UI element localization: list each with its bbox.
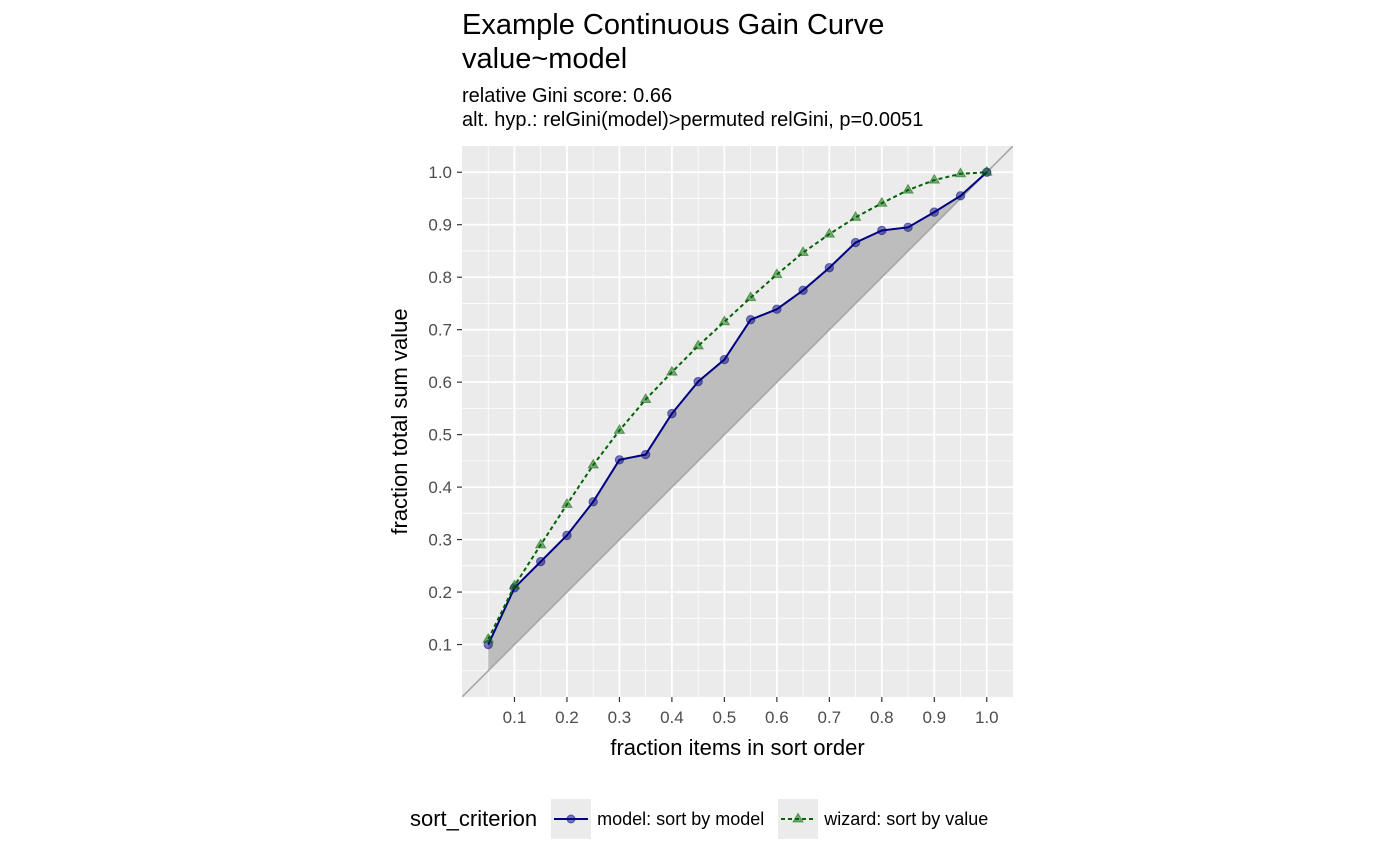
point-model [903,222,913,233]
x-axis-title: fraction items in sort order [610,735,864,760]
point-model [824,263,835,273]
chart-title: Example Continuous Gain Curve [462,9,885,41]
x-tick-label: 0.3 [608,708,632,727]
point-model [955,191,966,201]
point-wizard [744,291,757,302]
diagonal-reference-line [462,146,1013,697]
series-layer [482,165,993,650]
y-axis-title: fraction total sum value [387,308,412,534]
y-tick-label: 0.4 [428,478,452,497]
point-wizard [613,423,626,434]
x-tick-label: 0.7 [818,708,842,727]
point-wizard [666,365,678,376]
point-model [693,376,703,387]
legend-item-wizard: wizard: sort by value [778,799,988,839]
point-model [877,225,887,236]
point-model [745,314,756,325]
point-wizard [482,632,495,643]
point-wizard [823,227,836,238]
point-wizard [508,579,521,590]
x-tick-label: 0.4 [660,708,684,727]
point-model [562,530,572,541]
point-wizard [902,183,914,194]
point-wizard [849,210,862,221]
x-tick-label: 0.1 [503,708,527,727]
chart-subtitle-hypothesis: alt. hyp.: relGini(model)>permuted relGi… [462,109,924,131]
chart-subtitle-gini: relative Gini score: 0.66 [462,85,673,107]
y-tick-label: 0.9 [428,216,452,235]
axes: 0.1 0.2 0.3 0.4 0.5 0.6 0.7 0.8 0.9 1.0 0.1 0.2 0.3 0… [428,163,998,727]
legend-label-wizard: wizard: sort by value [824,808,989,829]
point-model [614,455,625,465]
point-model [667,408,677,419]
y-tick-label: 0.2 [428,583,452,602]
y-tick-label: 0.7 [428,321,452,340]
point-wizard [770,268,783,279]
legend-label-model: model: sort by model [597,808,765,829]
point-wizard [534,538,547,549]
point-model [719,354,730,365]
point-wizard [692,339,705,350]
x-tick-label: 0.2 [555,708,579,727]
point-wizard [639,392,652,403]
grid-lines [462,146,1013,697]
x-tick-label: 1.0 [975,708,999,727]
y-tick-label: 0.8 [428,268,452,287]
point-wizard [928,173,941,184]
point-wizard [875,196,888,207]
chart-title-formula: value~model [462,43,628,75]
y-tick-label: 1.0 [428,163,452,182]
point-model [772,304,782,314]
point-model [640,449,651,460]
point-wizard [561,497,573,508]
point-wizard [980,165,993,176]
point-wizard [587,458,600,469]
x-tick-label: 0.6 [765,708,789,727]
point-wizard [954,167,967,178]
y-tick-label: 0.5 [428,426,452,445]
point-model [798,285,808,296]
x-tick-label: 0.5 [713,708,737,727]
legend-title: sort_criterion [410,806,538,831]
point-model [588,497,598,507]
y-tick-label: 0.6 [428,373,452,392]
legend-item-model: model: sort by model [551,799,764,839]
legend-key-wizard [778,799,819,839]
x-tick-label: 0.8 [870,708,894,727]
point-model [850,237,861,248]
y-tick-label: 0.3 [428,531,452,550]
legend-key-model [551,799,592,839]
series-line-wizard [487,171,987,640]
point-model [929,207,939,217]
x-tick-label: 0.9 [922,708,946,727]
point-wizard [797,246,809,257]
point-model [536,556,546,567]
y-tick-label: 0.1 [428,636,452,655]
point-wizard [718,315,731,326]
legend: sort_criterion model: sort by model wiza… [410,798,994,840]
